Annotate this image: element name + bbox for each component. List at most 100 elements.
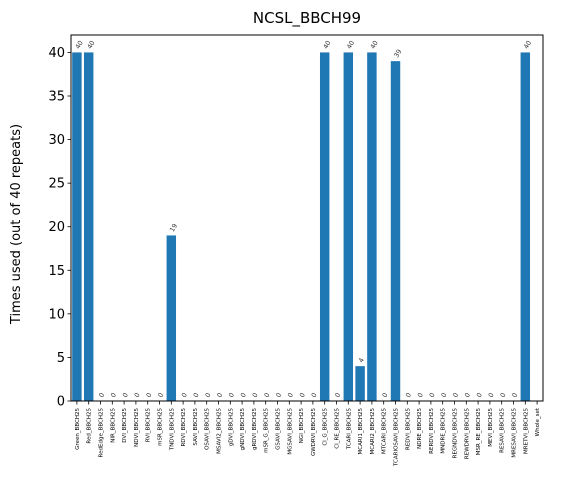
y-tick-label: 10 [48,307,65,322]
x-tick-label: OSAVI_BBCH25 [205,408,211,450]
x-tick-label: MGSAVI_BBCH25 [287,408,293,455]
data-label: 0 [286,391,295,399]
data-label: 40 [322,39,333,50]
x-tick-label: GWDRVI_BBCH25 [311,408,317,457]
data-label: 0 [381,391,390,399]
x-tick-label: Whole_set [535,407,541,436]
x-tick-label: REGNDVI_BBCH25 [453,408,459,459]
data-label: 40 [345,39,356,50]
data-label: 0 [274,391,283,399]
data-label: 0 [145,391,154,399]
data-label: 0 [227,391,236,399]
y-tick-label: 30 [48,133,65,148]
bar [83,52,94,402]
data-label: 0 [239,391,248,399]
data-label: 0 [463,391,472,399]
x-tick-label: MSAVI2_BBCH25 [217,408,223,454]
data-label: 0 [475,391,484,399]
y-tick-label: 0 [57,395,65,410]
data-label: 4 [357,357,366,365]
y-axis-label: Times used (out of 40 repeats) [9,124,24,325]
data-label: 0 [156,391,165,399]
x-tick-label: CI_RE_BBCH25 [335,408,341,449]
bar [520,52,531,402]
data-label: 0 [192,391,201,399]
x-tick-label: RDVI_BBCH25 [181,408,187,447]
bar [72,52,82,402]
data-label: 0 [298,391,307,399]
x-tick-label: MRETVI_BBCH25 [523,408,529,454]
data-label: 0 [310,391,319,399]
x-tick-label: MTCARI_BBCH25 [382,408,388,455]
x-tick-label: gDVI_BBCH25 [228,408,234,447]
x-tick-label: TCARI_BBCH25 [346,408,352,451]
x-axis: Green_BBCH25 Red_BBCH25 RedEdge_BBCH25 NIR_… [75,401,541,467]
data-label: 0 [440,391,449,399]
y-tick-label: 15 [48,264,65,279]
x-tick-label: MSR_RE_BBCH25 [476,408,482,456]
data-label: 0 [499,391,508,399]
x-tick-label: MRESAVI_BBCH25 [512,408,518,458]
y-tick-label: 35 [48,90,65,105]
data-label: 0 [333,391,342,399]
x-tick-label: TCARIOSAVI_BBCH25 [394,408,400,467]
data-label: 40 [369,39,380,50]
bar [390,61,401,402]
x-tick-label: Red_BBCH25 [87,408,93,444]
x-tick-label: CI_G_BBCH25 [323,408,329,446]
x-tick-label: mSR_BBCH25 [158,408,164,446]
x-tick-label: SAVI_BBCH25 [193,408,199,446]
bar [343,52,354,402]
data-label: 0 [180,391,189,399]
x-tick-label: Green_BBCH25 [75,408,81,450]
data-label: 19 [168,222,179,233]
y-tick-label: 40 [48,46,65,61]
y-tick-label: 20 [48,220,65,235]
x-tick-label: GSAVI_BBCH25 [276,408,282,450]
data-label: 0 [204,391,213,399]
x-tick-label: MCARI1_BBCH25 [358,408,364,455]
data-label: 40 [74,39,85,50]
x-tick-label: TNDVI_BBCH25 [169,408,175,452]
x-tick-label: MCARI2_BBCH25 [370,408,376,455]
y-axis: 0 5 10 15 20 25 30 35 40 [48,46,71,410]
data-label: 0 [428,391,437,399]
data-label: 0 [251,391,260,399]
x-tick-label: NIR_BBCH25 [110,408,116,443]
data-label: 0 [109,391,118,399]
data-label: 0 [510,391,519,399]
bar [367,52,377,402]
bar [319,52,330,402]
x-tick-label: mSR_G_BBCH25 [264,408,270,453]
x-tick-label: MNDRE_BBCH25 [441,408,447,454]
data-label: 0 [215,391,224,399]
data-label: 0 [416,391,425,399]
x-tick-label: RESAVI_BBCH25 [500,407,506,452]
y-tick-label: 5 [57,351,65,366]
data-label: 40 [522,39,533,50]
data-label: 0 [263,391,272,399]
data-label: 39 [392,48,403,59]
x-tick-label: RVI_BBCH25 [146,408,152,443]
data-label: 0 [404,391,413,399]
data-label: 0 [451,391,460,399]
plot-frame [70,34,544,402]
data-label: 40 [86,39,97,50]
x-tick-label: NGI_BBCH25 [299,408,305,444]
chart-title: NCSL_BBCH99 [253,9,361,28]
x-tick-label: RedEdge_BBCH25 [99,408,105,458]
data-label: 0 [97,391,106,399]
x-tick-label: NDRE_BBCH25 [417,408,423,449]
x-tick-label: gRDVI_BBCH25 [252,408,258,451]
x-tick-label: RERDVI_BBCH25 [429,408,435,454]
data-label: 0 [121,391,130,399]
bar [355,366,365,401]
bar [166,235,177,401]
y-tick-label: 25 [48,177,65,192]
x-tick-label: REDVI_BBCH25 [405,408,411,450]
bars-group [72,52,531,402]
data-label: 0 [487,391,496,399]
x-tick-label: gNDVI_BBCH25 [240,408,246,451]
